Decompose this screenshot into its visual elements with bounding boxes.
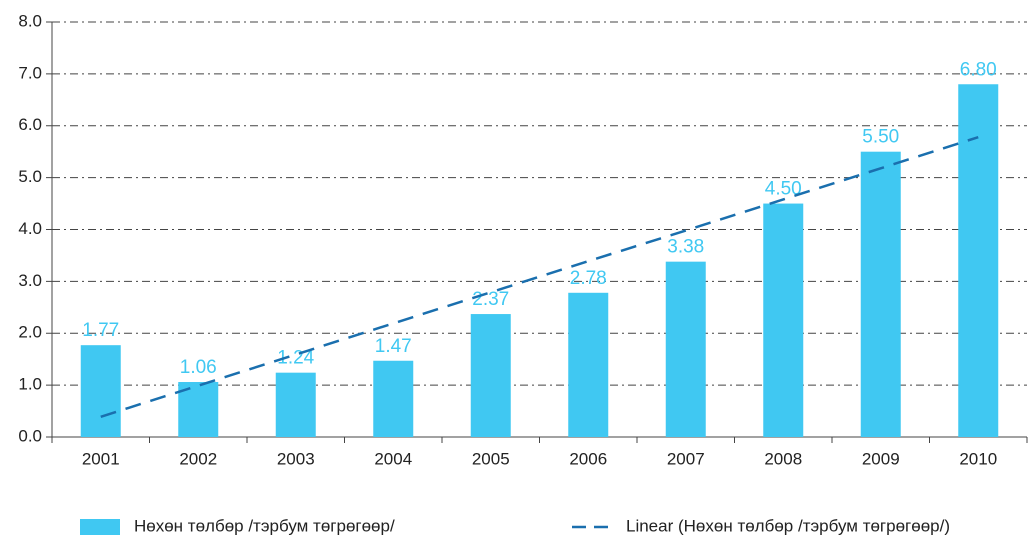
value-label: 5.50 — [862, 127, 899, 148]
value-label: 6.80 — [960, 59, 997, 80]
x-tick-label: 2001 — [82, 449, 120, 468]
legend-label: Linear (Нөхөн төлбөр /тэрбум төгрөгөөр/) — [626, 516, 950, 535]
bar — [275, 372, 316, 437]
y-tick-label: 7.0 — [18, 63, 42, 82]
x-tick-label: 2007 — [667, 449, 705, 468]
bar — [763, 203, 804, 437]
trend-line — [100, 135, 979, 418]
x-tick-label: 2010 — [959, 449, 997, 468]
x-tick-label: 2002 — [179, 449, 217, 468]
value-label: 2.37 — [472, 289, 509, 310]
value-label: 2.78 — [570, 268, 607, 289]
value-label: 1.06 — [180, 357, 217, 378]
y-tick-label: 6.0 — [18, 115, 42, 134]
x-tick-label: 2003 — [277, 449, 315, 468]
x-tick-label: 2004 — [374, 449, 412, 468]
bar — [860, 151, 901, 437]
y-tick-label: 1.0 — [18, 375, 42, 394]
bar — [958, 84, 999, 437]
bar — [470, 314, 511, 437]
y-tick-label: 0.0 — [18, 426, 42, 445]
x-tick-label: 2008 — [764, 449, 802, 468]
y-tick-label: 5.0 — [18, 167, 42, 186]
y-tick-label: 2.0 — [18, 323, 42, 342]
legend-label: Нөхөн төлбөр /тэрбум төгрөгөөр/ — [134, 516, 395, 535]
bar — [665, 261, 706, 437]
value-label: 1.24 — [277, 348, 314, 369]
y-tick-label: 8.0 — [18, 11, 42, 30]
value-label: 1.77 — [82, 320, 119, 341]
legend-swatch — [80, 519, 120, 535]
bar — [568, 292, 609, 437]
value-label: 3.38 — [667, 237, 704, 258]
bar — [80, 345, 121, 437]
y-tick-label: 3.0 — [18, 271, 42, 290]
value-label: 4.50 — [765, 179, 802, 200]
y-tick-label: 4.0 — [18, 219, 42, 238]
bar — [373, 360, 414, 437]
x-tick-label: 2005 — [472, 449, 510, 468]
value-label: 1.47 — [375, 336, 412, 357]
x-tick-label: 2006 — [569, 449, 607, 468]
x-tick-label: 2009 — [862, 449, 900, 468]
